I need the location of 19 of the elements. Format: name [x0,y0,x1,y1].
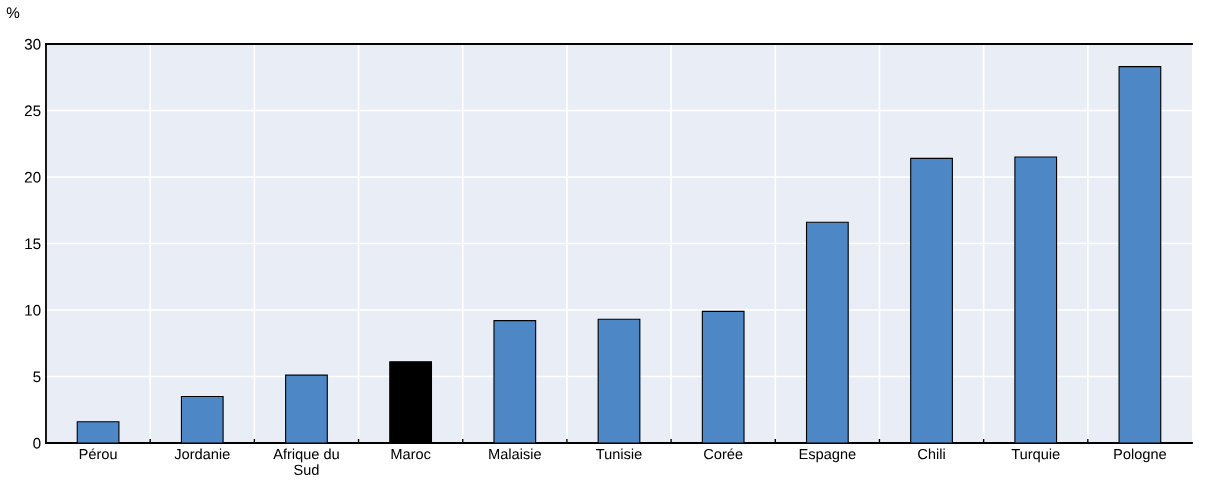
y-tick-label: 15 [25,238,41,250]
y-tick-label: 10 [25,304,41,316]
y-tick-label: 0 [33,437,41,449]
y-tick-label: 5 [33,371,41,383]
x-tick-label: Chili [918,448,945,460]
x-tick-label: Malaisie [489,448,541,460]
x-tick-label: Maroc [391,449,431,460]
x-tick-label: Pologne [1114,448,1167,463]
y-tick-label: 25 [24,105,41,117]
x-tick-label: Corée [704,448,743,460]
x-tick-label: Afrique du Sud [273,448,339,475]
x-tick-label: Espagne [799,449,856,463]
x-tick-label: Turquie [1011,448,1060,463]
x-tick-label: Jordanie [174,448,230,460]
y-axis-title: % [6,7,20,19]
y-tick-label: 20 [24,171,41,183]
y-tick-label: 30 [24,38,41,50]
x-tick-label: Pérou [79,448,117,460]
x-tick-label: Tunisie [596,448,642,460]
